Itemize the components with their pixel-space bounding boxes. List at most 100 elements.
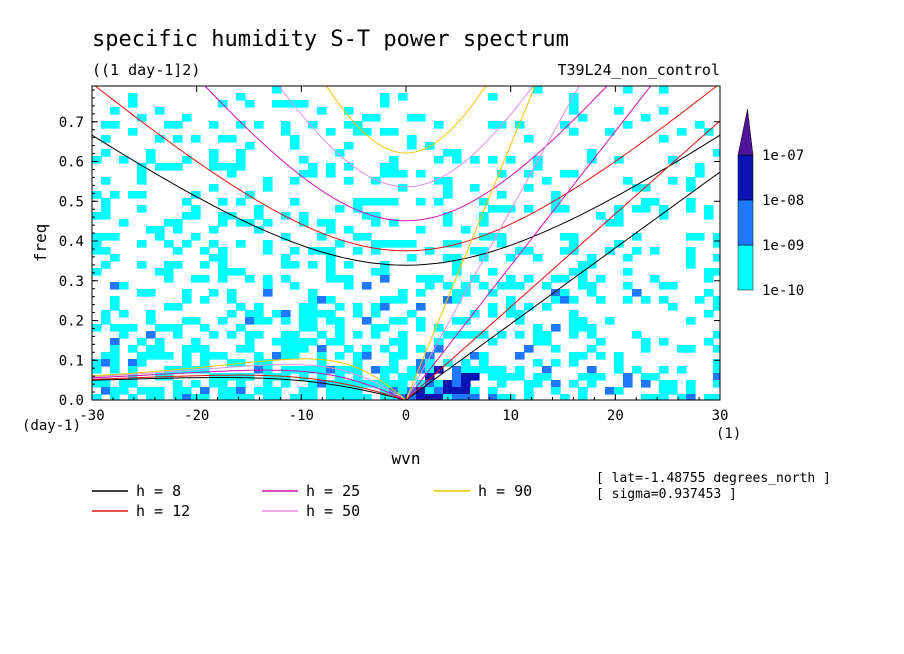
spectral-cell: [254, 121, 264, 129]
spectral-cell: [362, 282, 372, 290]
spectral-cell: [569, 100, 579, 108]
spectral-cell: [299, 324, 309, 332]
spectral-cell: [659, 387, 669, 395]
spectral-cell: [497, 170, 507, 178]
spectral-cell: [686, 394, 696, 400]
legend-label: h = 8: [136, 482, 181, 500]
spectral-cell: [209, 254, 219, 262]
spectral-cell: [209, 156, 219, 164]
spectral-cell: [344, 387, 354, 395]
spectral-cell: [245, 275, 255, 283]
spectral-cell: [92, 380, 102, 388]
colorbar-extend-arrow: [737, 108, 754, 156]
spectral-cell: [416, 366, 426, 374]
spectral-cell: [380, 93, 390, 101]
spectral-cell: [668, 380, 678, 388]
spectral-cell: [308, 394, 318, 400]
spectral-cell: [623, 373, 633, 381]
spectral-cell: [542, 373, 552, 381]
spectral-cell: [317, 296, 327, 304]
spectral-cell: [470, 387, 480, 395]
spectral-cell: [686, 198, 696, 206]
spectral-cell: [308, 247, 318, 255]
spectral-cell: [209, 352, 219, 360]
spectral-cell: [281, 317, 291, 325]
spectral-cell: [443, 296, 453, 304]
spectral-cell: [515, 331, 525, 339]
spectral-cell: [407, 373, 417, 381]
spectral-cell: [200, 275, 210, 283]
spectral-cell: [263, 177, 273, 185]
spectral-cell: [236, 163, 246, 171]
spectral-cell: [218, 135, 228, 143]
spectral-cell: [263, 387, 273, 395]
spectral-cell: [623, 282, 633, 290]
spectral-cell: [182, 289, 192, 297]
spectral-cell: [506, 310, 516, 318]
spectral-cell: [578, 261, 588, 269]
spectral-cell: [614, 366, 624, 374]
legend-label: h = 12: [136, 502, 190, 520]
spectral-cell: [281, 233, 291, 241]
spectral-cell: [92, 212, 102, 220]
spectral-cell: [245, 219, 255, 227]
spectral-cell: [101, 212, 111, 220]
spectral-cell: [227, 296, 237, 304]
spectral-cell: [191, 275, 201, 283]
spectral-cell: [389, 338, 399, 346]
spectral-cell: [353, 303, 363, 311]
spectral-cell: [335, 205, 345, 213]
spectral-cell: [299, 100, 309, 108]
x-tick-label: -10: [289, 408, 314, 424]
spectral-cell: [686, 205, 696, 213]
spectral-cell: [155, 107, 165, 115]
spectral-cell: [434, 275, 444, 283]
spectral-cell: [479, 212, 489, 220]
spectral-cell: [200, 247, 210, 255]
spectral-cell: [524, 184, 534, 192]
spectral-cell: [533, 359, 543, 367]
spectral-cell: [101, 247, 111, 255]
colorbar-label: 1e-10: [762, 283, 804, 299]
spectral-cell: [119, 156, 129, 164]
spectral-cell: [452, 261, 462, 269]
spectral-cell: [137, 170, 147, 178]
x-axis-label: wvn: [392, 449, 421, 468]
spectral-cell: [488, 93, 498, 101]
spectral-cell: [110, 352, 120, 360]
spectral-cell: [128, 394, 138, 400]
spectral-cell: [587, 289, 597, 297]
spectral-cell: [569, 331, 579, 339]
spectral-cell: [182, 296, 192, 304]
spectral-cell: [578, 352, 588, 360]
spectral-cell: [380, 373, 390, 381]
spectral-cell: [173, 331, 183, 339]
spectral-cell: [524, 380, 534, 388]
spectral-cell: [524, 394, 534, 400]
spectral-cell: [497, 240, 507, 248]
spectral-cell: [191, 233, 201, 241]
spectral-cell: [713, 373, 720, 381]
spectral-cell: [686, 247, 696, 255]
spectral-cell: [407, 310, 417, 318]
spectral-cell: [173, 219, 183, 227]
spectral-cell: [263, 373, 273, 381]
spectral-cell: [317, 233, 327, 241]
spectral-cell: [290, 177, 300, 185]
spectral-cell: [380, 100, 390, 108]
spectral-cell: [299, 310, 309, 318]
spectral-cell: [632, 184, 642, 192]
rossby-curve: [92, 377, 407, 400]
spectral-cell: [461, 394, 471, 400]
spectral-cell: [146, 156, 156, 164]
spectral-cell: [299, 156, 309, 164]
spectral-cell: [461, 380, 471, 388]
spectral-cell: [101, 387, 111, 395]
spectral-cell: [182, 387, 192, 395]
spectral-cell: [128, 373, 138, 381]
spectral-cell: [362, 380, 372, 388]
spectral-cell: [713, 254, 720, 262]
spectral-cell: [614, 240, 624, 248]
spectral-cell: [137, 289, 147, 297]
spectral-cell: [389, 296, 399, 304]
